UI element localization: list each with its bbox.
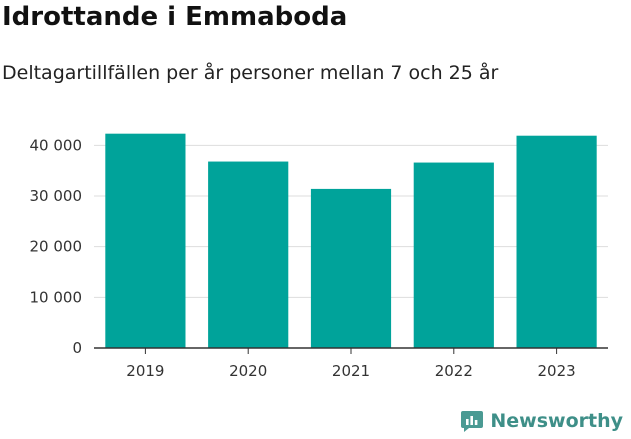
bar-2022 (413, 162, 494, 348)
y-tick-label: 30 000 (30, 187, 83, 205)
brand: Newsworthy (460, 409, 623, 433)
bar-2021 (310, 188, 392, 348)
bars (105, 133, 597, 348)
x-tick-label: 2019 (126, 362, 164, 380)
chart-subtitle: Deltagartillfällen per år personer mella… (2, 62, 499, 84)
y-tick-label: 40 000 (30, 136, 83, 154)
newsworthy-logo-icon (461, 411, 484, 432)
bar-2019 (105, 133, 186, 348)
axes: 0 10 000 20 000 30 000 40 000 2019 2020 2021 202… (30, 136, 608, 380)
x-tick-label: 2022 (435, 362, 473, 380)
x-tick-label: 2020 (229, 362, 267, 380)
bar-2020 (208, 161, 289, 348)
brand-name: Newsworthy (490, 410, 623, 432)
x-tick-label: 2023 (538, 362, 576, 380)
chart-title: Idrottande i Emmaboda (2, 2, 348, 32)
y-tick-label: 10 000 (30, 288, 83, 306)
bar-2023 (516, 135, 597, 348)
y-tick-label: 20 000 (30, 238, 83, 256)
x-tick-label: 2021 (332, 362, 370, 380)
y-tick-label: 0 (72, 339, 82, 357)
